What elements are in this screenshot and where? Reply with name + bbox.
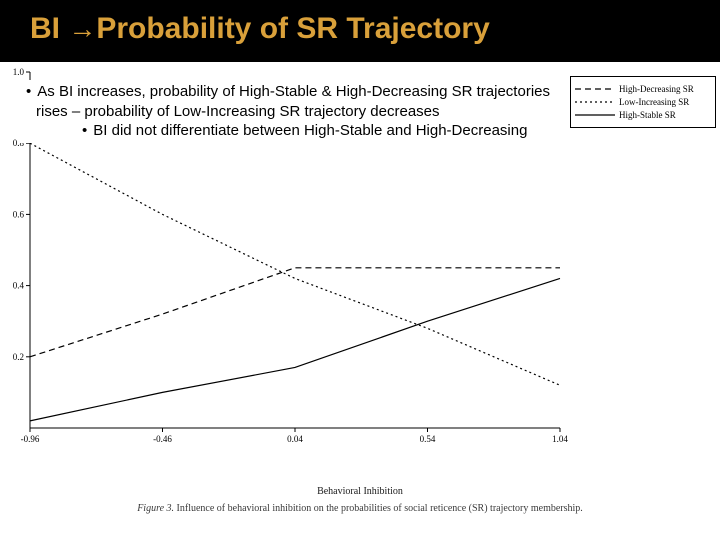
slide-title: BI →Probability of SR Trajectory [30, 12, 490, 45]
figure-caption: Figure 3. Influence of behavioral inhibi… [0, 503, 720, 514]
svg-text:0.04: 0.04 [287, 434, 303, 444]
legend-label: Low-Increasing SR [619, 97, 689, 107]
legend: High-Decreasing SR Low-Increasing SR High-… [570, 76, 716, 128]
svg-text:1.0: 1.0 [13, 67, 25, 77]
chart-area: 0.20.40.60.81.0-0.96-0.460.040.541.04 Hi… [0, 62, 720, 482]
content-area: 0.20.40.60.81.0-0.96-0.460.040.541.04 Hi… [0, 62, 720, 514]
legend-label: High-Stable SR [619, 110, 676, 120]
legend-item: High-Decreasing SR [575, 84, 711, 94]
bullet-2-text: BI did not differentiate between High-St… [93, 122, 527, 139]
bullet-1-text: As BI increases, probability of High-Sta… [36, 83, 550, 120]
legend-item: Low-Increasing SR [575, 97, 711, 107]
svg-text:0.2: 0.2 [13, 352, 24, 362]
slide-header: BI →Probability of SR Trajectory [0, 0, 720, 62]
bullet-1: •As BI increases, probability of High-St… [22, 82, 554, 121]
x-axis-label: Behavioral Inhibition [0, 486, 720, 497]
arrow-icon: → [68, 13, 96, 44]
bullet-dot-icon: • [26, 83, 37, 100]
title-post: Probability of SR Trajectory [96, 12, 489, 45]
caption-text: Influence of behavioral inhibition on th… [177, 503, 583, 514]
svg-text:0.6: 0.6 [13, 209, 25, 219]
legend-label: High-Decreasing SR [619, 84, 694, 94]
title-pre: BI [30, 12, 68, 45]
bullet-overlay: •As BI increases, probability of High-St… [18, 80, 558, 143]
svg-text:0.4: 0.4 [13, 281, 25, 291]
bullet-2: •BI did not differentiate between High-S… [22, 121, 554, 141]
bullet-dot-icon: • [82, 122, 93, 139]
svg-text:0.54: 0.54 [420, 434, 436, 444]
svg-text:-0.46: -0.46 [153, 434, 172, 444]
caption-fig: Figure 3. [137, 503, 174, 514]
legend-item: High-Stable SR [575, 110, 711, 120]
svg-text:1.04: 1.04 [552, 434, 568, 444]
svg-text:-0.96: -0.96 [21, 434, 40, 444]
